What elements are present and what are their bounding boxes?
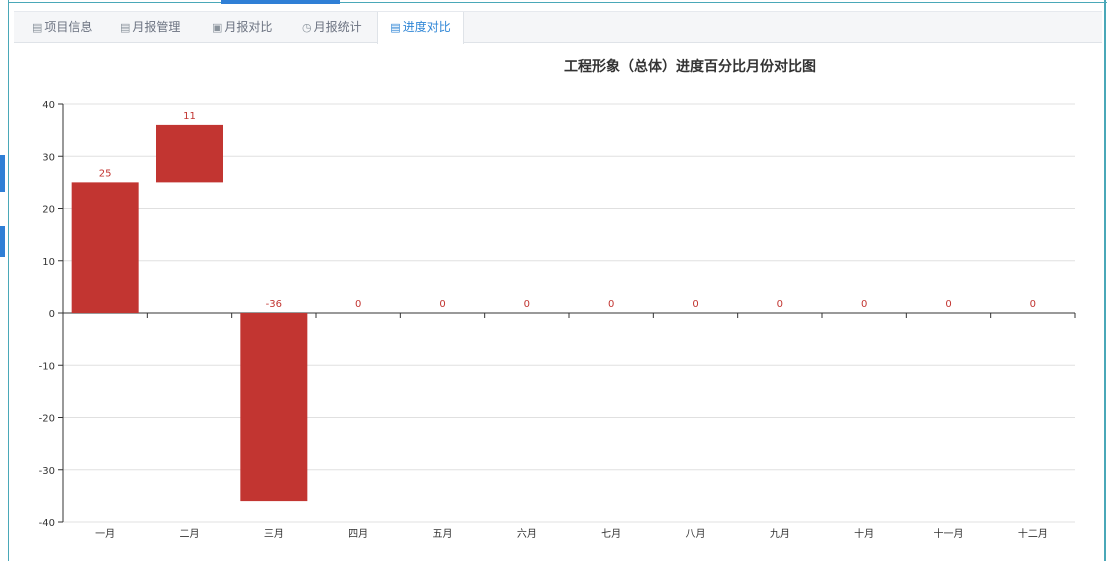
tab-label: 月报对比 [224, 20, 273, 34]
data-label: 0 [355, 299, 361, 310]
tab-progress-compare[interactable]: ▤ 进度对比 [377, 12, 464, 44]
y-tick-label: -30 [39, 466, 55, 477]
compare-icon: ▣ [212, 21, 223, 34]
frame-left-border [8, 0, 9, 561]
data-label: 0 [608, 299, 614, 310]
tab-monthly-report-stats[interactable]: ◷ 月报统计 [302, 12, 362, 43]
bars [71, 124, 308, 502]
document-icon: ▤ [32, 21, 43, 34]
y-tick-label: -20 [39, 414, 55, 425]
bar [240, 313, 308, 502]
x-tick-label: 一月 [95, 528, 115, 540]
x-tick-label: 三月 [264, 528, 284, 540]
tab-label: 月报统计 [313, 20, 362, 34]
y-tick-label: 30 [42, 152, 55, 163]
clock-icon: ◷ [302, 21, 312, 34]
y-tick-label: 0 [49, 309, 55, 320]
x-tick-label: 十二月 [1018, 527, 1048, 540]
data-label: 0 [861, 299, 867, 310]
data-label: 0 [1030, 299, 1036, 310]
x-tick-label: 八月 [686, 528, 706, 540]
y-tick-label: 20 [42, 205, 55, 216]
data-label: 0 [777, 299, 783, 310]
data-labels: 25 11 -36 0 0 0 0 0 0 0 0 0 [99, 111, 1036, 310]
x-tick-label: 五月 [433, 528, 453, 540]
frame-right-border [1104, 0, 1106, 561]
bar [71, 182, 139, 313]
data-label: 0 [524, 299, 530, 310]
tab-label: 项目信息 [44, 20, 93, 34]
axes: 40 30 20 10 0 -10 -20 -30 -40 一月 二月 三月 四月 五月 六月 七月 八月 九月 十… [39, 100, 1076, 540]
tab-label: 进度对比 [402, 20, 451, 34]
tab-monthly-report-management[interactable]: ▤ 月报管理 [120, 12, 180, 43]
side-nav-marker [0, 226, 5, 257]
data-label: 0 [945, 299, 951, 310]
x-tick-label: 四月 [348, 528, 368, 540]
data-label: 0 [692, 299, 698, 310]
side-nav-marker [0, 155, 5, 192]
y-tick-label: 10 [42, 257, 55, 268]
frame-top-border [8, 2, 1107, 3]
x-tick-label: 十月 [854, 527, 874, 540]
calendar-icon: ▤ [120, 21, 131, 34]
x-tick-label: 九月 [770, 528, 790, 540]
grid-lines [63, 103, 1075, 523]
progress-icon: ▤ [390, 21, 401, 34]
y-tick-label: -10 [39, 361, 55, 372]
tab-label: 月报管理 [132, 20, 181, 34]
tab-project-info[interactable]: ▤ 项目信息 [32, 12, 92, 43]
data-label: -36 [266, 299, 282, 310]
x-tick-label: 七月 [601, 528, 621, 540]
chart-title: 工程形象（总体）进度百分比月份对比图 [564, 59, 816, 75]
data-label: 25 [99, 168, 112, 179]
tab-bar: ▤ 项目信息 ▤ 月报管理 ▣ 月报对比 ◷ 月报统计 ▤ 进度对比 [14, 11, 1102, 44]
top-nav-active-indicator [221, 0, 340, 4]
tab-monthly-report-compare[interactable]: ▣ 月报对比 [212, 12, 272, 43]
y-tick-label: 40 [42, 100, 55, 111]
x-tick-label: 十一月 [934, 527, 964, 540]
data-label: 11 [183, 111, 196, 122]
data-label: 0 [439, 299, 445, 310]
y-tick-label: -40 [39, 518, 55, 529]
bar [156, 124, 223, 183]
x-tick-label: 六月 [517, 528, 537, 540]
x-tick-label: 二月 [180, 528, 200, 540]
